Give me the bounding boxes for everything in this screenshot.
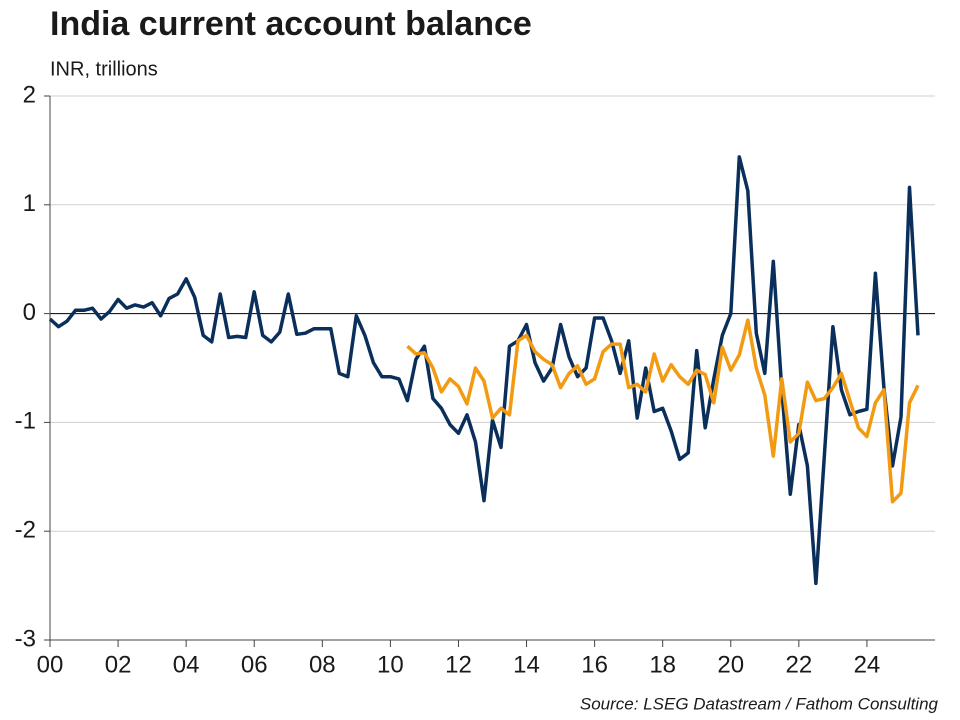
x-tick-label: 12 xyxy=(445,651,472,678)
x-tick-label: 22 xyxy=(785,651,812,678)
x-tick-label: 04 xyxy=(173,651,200,678)
x-tick-label: 14 xyxy=(513,651,540,678)
chart-subtitle: INR, trillions xyxy=(50,58,158,80)
x-tick-label: 10 xyxy=(377,651,404,678)
x-tick-label: 16 xyxy=(581,651,608,678)
x-tick-label: 00 xyxy=(37,651,64,678)
series-line xyxy=(406,318,920,504)
source-note: Source: LSEG Datastream / Fathom Consult… xyxy=(580,694,939,713)
x-tick-label: 02 xyxy=(105,651,132,678)
x-tick-label: 08 xyxy=(309,651,336,678)
x-tick-label: 06 xyxy=(241,651,268,678)
x-tick-label: 20 xyxy=(717,651,744,678)
y-tick-label: 2 xyxy=(23,81,36,108)
x-tick-label: 18 xyxy=(649,651,676,678)
y-tick-label: 1 xyxy=(23,190,36,217)
y-tick-label: -1 xyxy=(15,408,36,435)
chart-title: India current account balance xyxy=(50,5,532,43)
series-line xyxy=(48,155,920,586)
y-tick-label: -2 xyxy=(15,517,36,544)
x-tick-label: 24 xyxy=(854,651,881,678)
y-tick-label: -3 xyxy=(15,625,36,652)
y-tick-label: 0 xyxy=(23,299,36,326)
